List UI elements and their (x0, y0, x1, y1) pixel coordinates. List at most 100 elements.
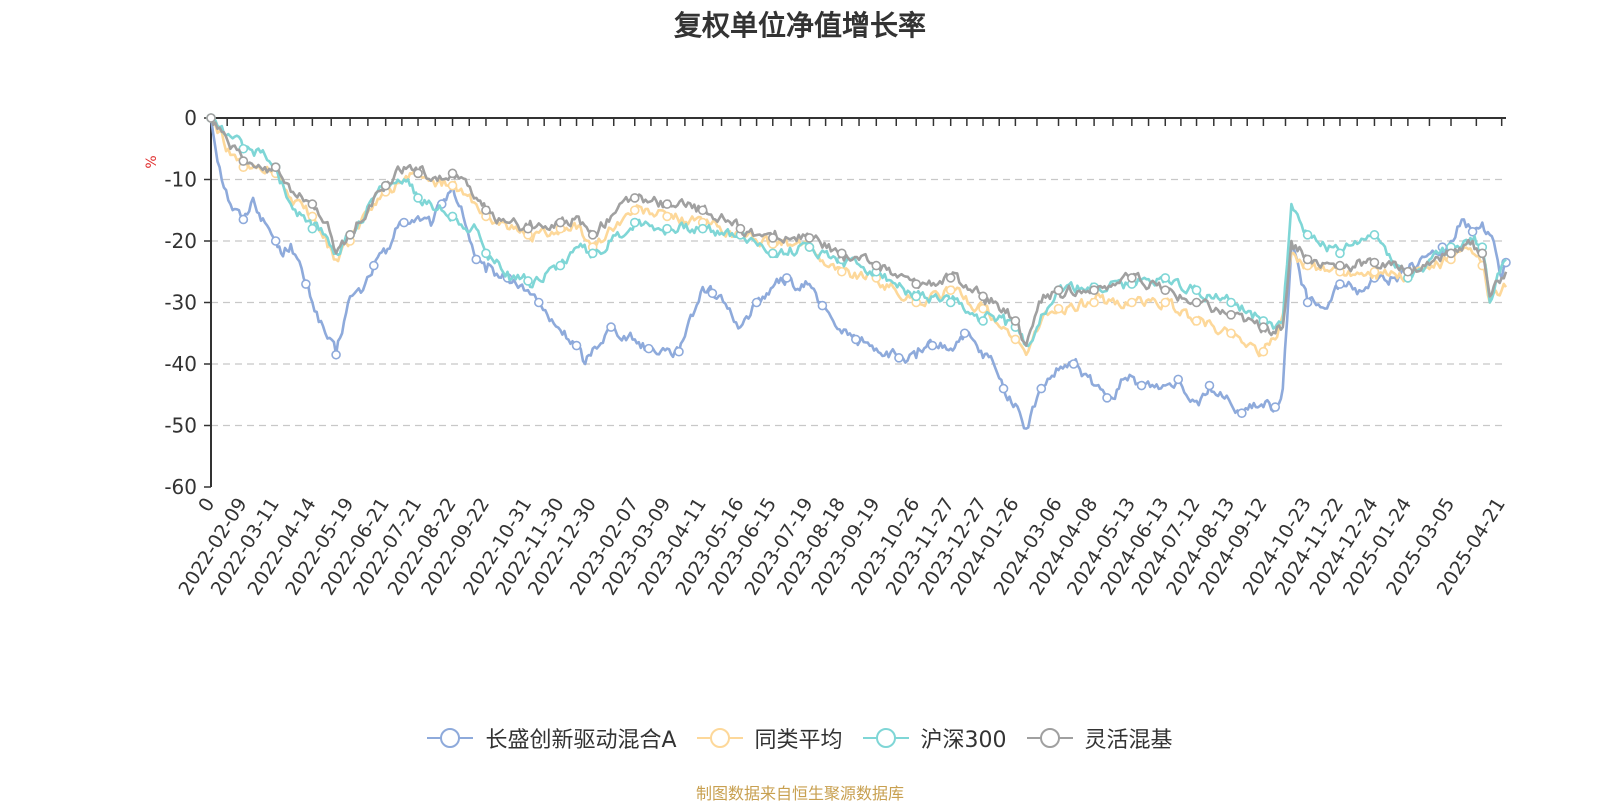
series-line (209, 117, 1508, 347)
legend-item-peer-average[interactable]: 同类平均 (696, 722, 843, 754)
data-point (1127, 297, 1137, 308)
data-point (1191, 297, 1202, 308)
legend-item-flexible-mixed[interactable]: 灵活混基 (1026, 722, 1173, 754)
legend-label: 同类平均 (754, 728, 843, 753)
data-point (1089, 285, 1099, 296)
series-lines (206, 113, 1511, 430)
legend-item-fund[interactable]: 长盛创新驱动混合A (427, 722, 677, 754)
data-point (767, 233, 778, 243)
data-point (533, 297, 544, 308)
data-point (851, 334, 861, 345)
series-0 (206, 113, 1511, 430)
series-line (210, 117, 1507, 348)
data-point (1053, 303, 1064, 314)
data-point (1302, 297, 1313, 308)
data-point (523, 276, 533, 286)
data-point (1136, 380, 1147, 391)
data-point (481, 248, 491, 259)
data-point (697, 223, 708, 234)
data-point (238, 214, 249, 225)
data-point (1369, 266, 1380, 277)
data-point (1160, 285, 1171, 296)
data-point (629, 193, 640, 203)
data-point (836, 266, 847, 277)
data-source-note: 制图数据来自恒生聚源数据库 (695, 784, 904, 803)
data-point (1191, 285, 1202, 296)
data-point (238, 156, 249, 166)
data-point (735, 223, 746, 234)
data-point (767, 248, 778, 259)
data-point (1127, 273, 1137, 283)
data-point (1160, 297, 1171, 308)
data-point (781, 273, 792, 283)
y-tick-label: -50 (164, 414, 197, 438)
data-point (380, 180, 391, 191)
data-point (927, 340, 938, 351)
data-point (978, 291, 988, 302)
data-point (1477, 248, 1488, 259)
data-point (307, 199, 318, 209)
data-point (674, 346, 684, 357)
y-axis-label: % (144, 155, 160, 168)
data-point (1204, 380, 1215, 391)
data-point (555, 217, 566, 228)
data-point (307, 211, 318, 222)
data-point (413, 168, 423, 179)
data-point (399, 217, 409, 228)
data-point (894, 353, 904, 363)
data-point (1226, 309, 1236, 320)
data-point (1191, 316, 1202, 326)
data-point (1403, 266, 1413, 277)
legend-line-circle-icon (696, 728, 743, 748)
data-point (751, 297, 762, 308)
data-point (523, 223, 533, 234)
data-point (1302, 254, 1313, 265)
y-tick-label: -20 (164, 229, 197, 253)
data-point (1302, 230, 1313, 240)
data-point (369, 260, 379, 271)
legend-item-csi300[interactable]: 沪深300 (862, 722, 1007, 754)
data-point (331, 349, 341, 360)
data-point (945, 285, 956, 296)
data-point (555, 260, 566, 271)
legend-label: 灵活混基 (1084, 728, 1173, 753)
data-point (1335, 260, 1345, 271)
data-point (945, 273, 956, 283)
data-point (643, 343, 654, 354)
data-point (1173, 374, 1184, 385)
data-point (1068, 359, 1079, 369)
axes: 0-10-20-30-40-50-6002022-02-092022-03-11… (164, 106, 1510, 599)
data-point (471, 254, 482, 265)
data-point (447, 168, 458, 179)
data-point (1467, 226, 1478, 237)
data-point (301, 279, 311, 289)
data-point (817, 300, 828, 311)
data-point (836, 248, 847, 259)
data-point (1226, 297, 1236, 308)
data-point (447, 211, 458, 222)
data-point (1053, 285, 1064, 296)
data-point (871, 260, 882, 271)
data-point (206, 113, 216, 123)
data-point (1369, 230, 1380, 240)
y-tick-label: -30 (164, 291, 197, 315)
data-point (959, 328, 970, 339)
legend-line-circle-icon (427, 728, 474, 748)
data-point (804, 242, 815, 252)
data-point (978, 303, 988, 314)
data-point (804, 233, 815, 243)
data-point (587, 248, 598, 259)
data-point (270, 236, 281, 246)
data-point (1102, 393, 1112, 403)
data-point (413, 193, 423, 203)
legend-line-circle-icon (1026, 728, 1073, 748)
data-point (1270, 402, 1281, 412)
data-point (662, 211, 672, 222)
data-point (571, 340, 582, 351)
data-point (911, 291, 921, 302)
data-point (1036, 383, 1047, 394)
data-point (481, 205, 491, 216)
data-point (978, 316, 988, 326)
data-point (998, 383, 1009, 394)
